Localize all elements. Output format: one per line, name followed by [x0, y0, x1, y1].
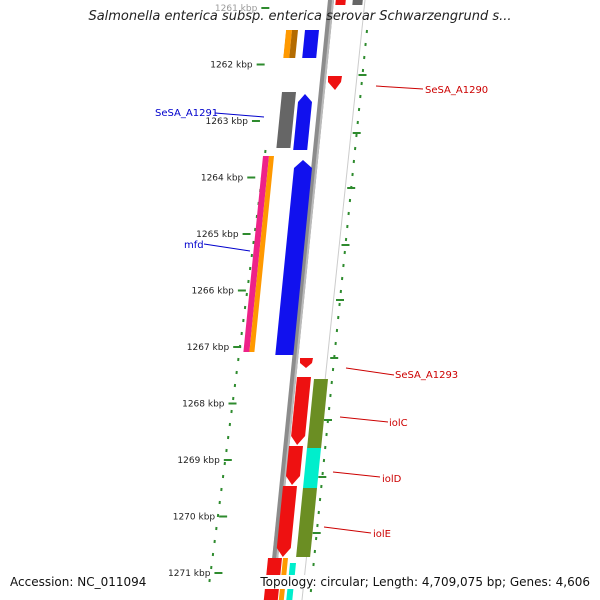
gap	[279, 30, 286, 58]
cog-bar	[249, 156, 274, 352]
accession-text: Accession: NC_011094	[8, 575, 149, 589]
cog-bar	[296, 488, 317, 557]
gene-label-leader	[203, 243, 251, 252]
cog-bar	[307, 379, 328, 448]
gene-label: iolC	[389, 418, 408, 429]
map-title: Salmonella enterica subsp. enterica sero…	[88, 9, 512, 24]
cog-bar	[283, 30, 292, 58]
tick-label: 1269 kbp	[177, 456, 220, 466]
cog-bar-partial	[352, 0, 363, 5]
forward-gene-iolc	[291, 377, 311, 445]
tick-label: 1262 kbp	[210, 61, 253, 71]
gene-label: SeSA_A1290	[425, 85, 488, 96]
gene-label-leader	[339, 416, 389, 423]
tick-label: 1271 kbp	[168, 569, 211, 579]
cog-bar	[243, 156, 269, 352]
tick-label: 1263 kbp	[206, 117, 249, 127]
gene-label-leader	[332, 471, 381, 478]
forward-gene	[328, 76, 342, 90]
forward-gene	[300, 358, 313, 368]
tick-label: 1266 kbp	[191, 287, 234, 297]
tick-label: 1268 kbp	[182, 400, 225, 410]
forward-gene-partial	[335, 0, 346, 5]
gene-label: iolD	[382, 474, 402, 485]
gene-label: mfd	[184, 240, 204, 251]
cog-bar	[303, 448, 321, 488]
reverse-gene	[302, 30, 319, 58]
gene-label-leader	[323, 526, 372, 534]
tick-label: 1265 kbp	[196, 230, 239, 240]
gene-label-leader	[375, 85, 424, 90]
tick-label: 1270 kbp	[173, 513, 216, 523]
gene-label: iolE	[373, 529, 391, 540]
forward-gene-iold	[286, 446, 303, 485]
cog-bar	[289, 30, 298, 58]
reverse-gene	[293, 94, 312, 150]
genome-backbone	[268, 0, 334, 600]
forward-gene-iole	[276, 486, 297, 557]
gene-label-leader	[214, 112, 265, 118]
gene-label: SeSA_A1293	[395, 370, 458, 381]
gene-label: SeSA_A1291	[155, 108, 218, 119]
cog-bar	[276, 92, 296, 148]
tick-label: 1261 kbp	[215, 4, 258, 14]
gene-label-leader	[345, 367, 395, 376]
gap	[255, 156, 278, 352]
topology-text: Topology: circular; Length: 4,709,075 bp…	[258, 575, 592, 589]
reverse-gene-mfd	[275, 160, 312, 355]
tick-label: 1267 kbp	[187, 343, 230, 353]
tick-label: 1264 kbp	[201, 174, 244, 184]
